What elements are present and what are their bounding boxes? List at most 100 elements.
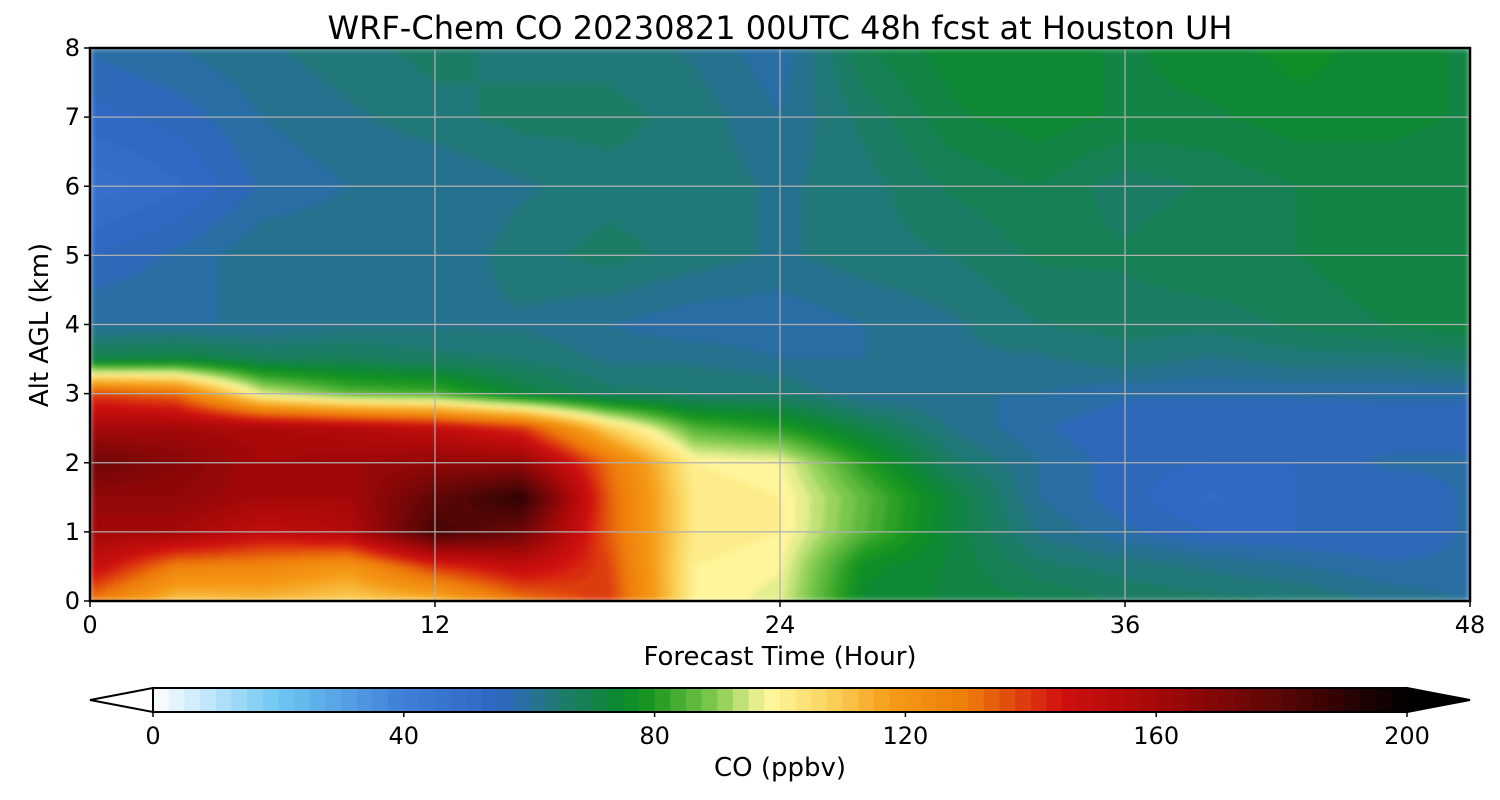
y-tick-label: 8 <box>65 34 80 62</box>
colorbar-cell <box>795 688 812 712</box>
colorbar-cell <box>388 688 405 712</box>
colorbar-cell <box>341 688 358 712</box>
colorbar-cell <box>513 688 530 712</box>
colorbar-cell <box>780 688 797 712</box>
colorbar: 0 40 80 120 160 200 <box>89 686 1471 750</box>
colorbar-cell <box>764 688 781 712</box>
x-tick-label: 36 <box>1110 611 1141 639</box>
colorbar-cell <box>874 688 891 712</box>
colorbar-cell <box>1030 688 1048 712</box>
chart-title: WRF-Chem CO 20230821 00UTC 48h fcst at H… <box>328 9 1233 47</box>
colorbar-cell <box>607 688 624 712</box>
colorbar-cell <box>294 688 311 712</box>
colorbar-cell <box>1234 688 1251 712</box>
y-axis: 0 1 2 3 4 5 6 7 8 <box>65 34 90 615</box>
colorbar-cell <box>1375 688 1392 712</box>
colorbar-cell <box>717 688 734 712</box>
colorbar-cell <box>968 688 985 712</box>
colorbar-cell <box>184 688 201 712</box>
x-tick-label: 48 <box>1455 611 1486 639</box>
x-tick-label: 24 <box>765 611 796 639</box>
colorbar-cell <box>435 688 452 712</box>
colorbar-cell <box>842 688 859 712</box>
colorbar-cell <box>1093 688 1110 712</box>
colorbar-cell <box>827 688 844 712</box>
colorbar-cell <box>1265 688 1283 712</box>
y-tick-label: 1 <box>65 518 80 546</box>
colorbar-cell <box>638 688 656 712</box>
y-tick-label: 5 <box>65 241 80 269</box>
colorbar-cell <box>309 688 327 712</box>
y-axis-label: Alt AGL (km) <box>25 243 55 407</box>
colorbar-cell <box>466 688 483 712</box>
colorbar-cell <box>811 688 828 712</box>
x-axis: 0 12 24 36 48 <box>82 601 1485 639</box>
colorbar-cell <box>952 688 969 712</box>
colorbar-cell <box>999 688 1016 712</box>
colorbar-cell <box>1156 688 1173 712</box>
colorbar-cell <box>1015 688 1032 712</box>
colorbar-cell <box>544 688 562 712</box>
colorbar-cell <box>1062 688 1079 712</box>
colorbar-cell <box>936 688 954 712</box>
x-tick-label: 12 <box>420 611 451 639</box>
grid-lines <box>90 48 1470 601</box>
colorbar-cell <box>1187 688 1204 712</box>
colorbar-ticks: 0 40 80 120 160 200 <box>145 712 1430 750</box>
colorbar-tick-label: 160 <box>1133 722 1179 750</box>
colorbar-cell <box>419 688 436 712</box>
colorbar-cell <box>1328 688 1345 712</box>
colorbar-extend-high <box>1406 686 1471 714</box>
colorbar-cell <box>889 688 906 712</box>
colorbar-cell <box>670 688 687 712</box>
colorbar-cell <box>921 688 938 712</box>
colorbar-label: CO (ppbv) <box>714 753 846 783</box>
colorbar-cell <box>529 688 546 712</box>
colorbar-cell <box>732 688 750 712</box>
colorbar-cell <box>654 688 671 712</box>
colorbar-cell <box>1203 688 1220 712</box>
colorbar-cell <box>482 688 499 712</box>
colorbar-tick-label: 40 <box>389 722 420 750</box>
colorbar-cell <box>623 688 640 712</box>
colorbar-cell <box>560 688 577 712</box>
colorbar-cell <box>1312 688 1330 712</box>
colorbar-cell <box>576 688 593 712</box>
colorbar-cell <box>685 688 703 712</box>
colorbar-cell <box>983 688 1001 712</box>
colorbar-cell <box>168 688 185 712</box>
colorbar-cell <box>858 688 875 712</box>
y-tick-label: 2 <box>65 449 80 477</box>
colorbar-cell <box>1359 688 1377 712</box>
colorbar-tick-label: 200 <box>1384 722 1430 750</box>
colorbar-cell <box>356 688 374 712</box>
colorbar-cell <box>748 688 765 712</box>
colorbar-cell <box>1124 688 1142 712</box>
colorbar-tick-label: 0 <box>145 722 160 750</box>
colorbar-cell <box>450 688 468 712</box>
colorbar-cell <box>1281 688 1298 712</box>
y-tick-label: 4 <box>65 311 80 339</box>
x-axis-label: Forecast Time (Hour) <box>643 642 916 672</box>
colorbar-cells <box>153 688 1408 712</box>
colorbar-cell <box>1140 688 1157 712</box>
colorbar-cell <box>497 688 515 712</box>
colorbar-cell <box>403 688 421 712</box>
colorbar-cell <box>215 688 232 712</box>
y-tick-label: 0 <box>65 587 80 615</box>
y-tick-label: 7 <box>65 103 80 131</box>
y-tick-label: 6 <box>65 172 80 200</box>
colorbar-tick-label: 80 <box>639 722 670 750</box>
colorbar-cell <box>1297 688 1314 712</box>
colorbar-cell <box>325 688 342 712</box>
colorbar-cell <box>1218 688 1236 712</box>
colorbar-frame <box>152 687 1408 713</box>
colorbar-cell <box>1391 688 1408 712</box>
colorbar-cell <box>905 688 922 712</box>
x-tick-label: 0 <box>82 611 97 639</box>
colorbar-cell <box>200 688 217 712</box>
colorbar-cell <box>1109 688 1126 712</box>
colorbar-cell <box>1046 688 1063 712</box>
colorbar-cell <box>1171 688 1189 712</box>
